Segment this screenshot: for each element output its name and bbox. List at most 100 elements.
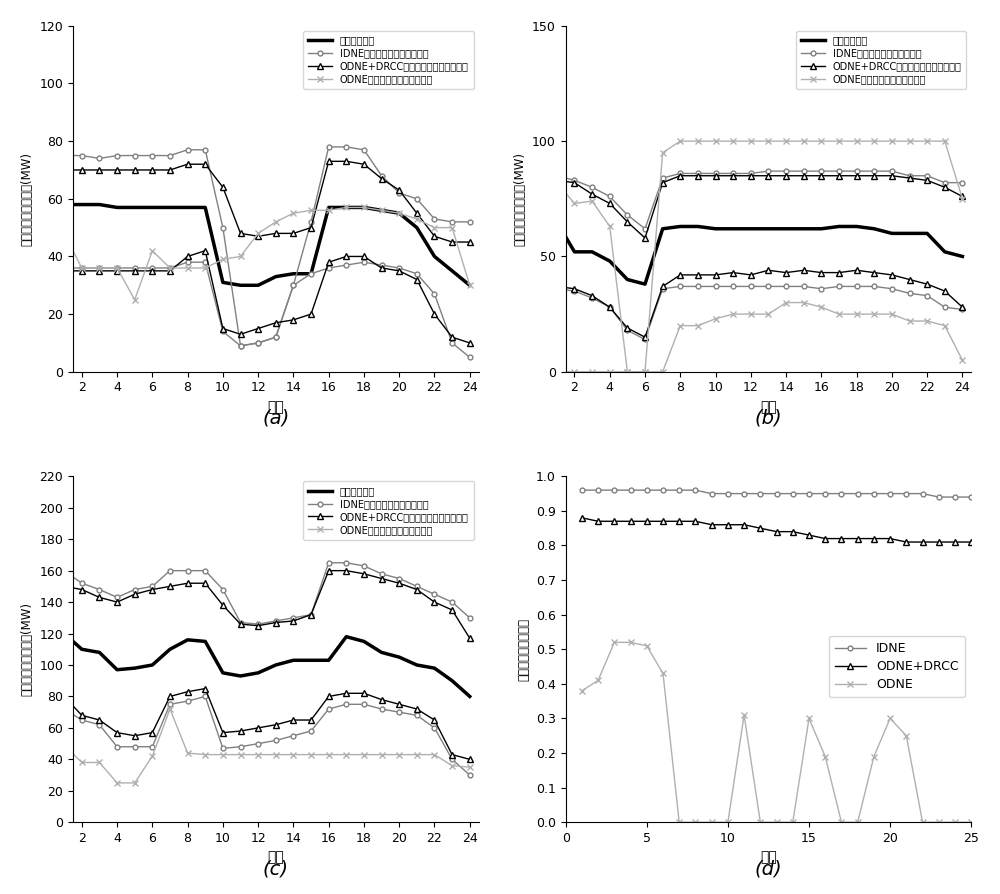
ODNE+DRCC方法可可消纳的上下边界	[340, 565, 352, 576]
ODNE+DRCC方法可可消纳的上下边界	[868, 171, 880, 181]
ODNE+DRCC方法可可消纳的上下边界	[446, 604, 458, 615]
Text: (d): (d)	[755, 859, 782, 878]
IDNE方法可可消纳的上下边界	[780, 165, 792, 176]
IDNE方法可可消纳的上下边界	[287, 280, 299, 291]
ODNE	[738, 710, 750, 721]
风电预测出力	[111, 202, 123, 213]
ODNE方法可可消纳的上下边界	[199, 749, 211, 760]
IDNE方法可可消纳的上下边界	[235, 617, 247, 628]
ODNE方法可可消纳的上下边界	[586, 196, 598, 207]
ODNE+DRCC	[754, 523, 766, 534]
IDNE方法可可消纳的上下边界	[921, 171, 933, 181]
ODNE+DRCC	[576, 512, 588, 523]
ODNE+DRCC方法可可消纳的上下边界	[621, 216, 633, 227]
ODNE+DRCC方法可可消纳的上下边界	[287, 228, 299, 239]
ODNE方法可可消纳的上下边界	[164, 704, 176, 714]
ODNE方法可可消纳的上下边界	[464, 280, 476, 291]
ODNE	[917, 817, 929, 828]
风电预测出力	[798, 224, 810, 234]
风电预测出力	[358, 636, 370, 646]
ODNE+DRCC方法可可消纳的上下边界	[393, 185, 405, 196]
Legend: 风电预测出力, IDNE方法可可消纳的上下边界, ODNE+DRCC方法可可消纳的上下边界, ODNE方法可可消纳的上下边界: 风电预测出力, IDNE方法可可消纳的上下边界, ODNE+DRCC方法可可消纳…	[303, 30, 474, 89]
Line: 风电预测出力: 风电预测出力	[64, 205, 470, 285]
ODNE+DRCC方法可可消纳的上下边界	[270, 228, 282, 239]
ODNE+DRCC方法可可消纳的上下边界	[674, 171, 686, 181]
ODNE+DRCC方法可可消纳的上下边界	[93, 592, 105, 603]
ODNE+DRCC方法可可消纳的上下边界	[217, 181, 229, 192]
ODNE+DRCC方法可可消纳的上下边界	[323, 156, 335, 166]
ODNE+DRCC方法可可消纳的上下边界	[164, 164, 176, 175]
ODNE+DRCC	[657, 516, 669, 527]
ODNE方法可可消纳的上下边界	[340, 202, 352, 213]
ODNE+DRCC方法可可消纳的上下边界	[551, 175, 563, 186]
风电预测出力	[146, 202, 158, 213]
ODNE+DRCC	[868, 533, 880, 544]
风电预测出力	[551, 216, 563, 227]
风电预测出力	[411, 660, 423, 670]
ODNE	[689, 817, 701, 828]
风电预测出力	[323, 202, 335, 213]
ODNE方法可可消纳的上下边界	[428, 749, 440, 760]
ODNE+DRCC方法可可消纳的上下边界	[146, 164, 158, 175]
风电预测出力	[745, 224, 757, 234]
风电预测出力	[252, 280, 264, 291]
Text: (c): (c)	[263, 859, 289, 878]
风电预测出力	[146, 660, 158, 670]
风电预测出力	[235, 280, 247, 291]
IDNE方法可可消纳的上下边界	[586, 181, 598, 192]
ODNE方法可可消纳的上下边界	[411, 214, 423, 224]
Y-axis label: 可再生能力消纳能力(MW): 可再生能力消纳能力(MW)	[21, 152, 34, 246]
ODNE方法可可消纳的上下边界	[376, 749, 388, 760]
ODNE方法可可消纳的上下边界	[199, 263, 211, 274]
X-axis label: 时段: 时段	[760, 400, 777, 414]
Legend: 风电预测出力, IDNE方法可可消纳的上下边界, ODNE+DRCC方法可可消纳的上下边界, ODNE方法可可消纳的上下边界: 风电预测出力, IDNE方法可可消纳的上下边界, ODNE+DRCC方法可可消纳…	[303, 481, 474, 540]
风电预测出力	[464, 691, 476, 702]
ODNE方法可可消纳的上下边界	[129, 294, 141, 305]
IDNE方法可可消纳的上下边界	[621, 209, 633, 220]
风电预测出力	[886, 228, 898, 239]
Line: ODNE方法可可消纳的上下边界: ODNE方法可可消纳的上下边界	[61, 706, 473, 786]
IDNE方法可可消纳的上下边界	[411, 193, 423, 204]
IDNE方法可可消纳的上下边界	[393, 188, 405, 198]
ODNE方法可可消纳的上下边界	[270, 216, 282, 227]
IDNE	[592, 485, 604, 495]
ODNE方法可可消纳的上下边界	[851, 136, 863, 147]
ODNE+DRCC方法可可消纳的上下边界	[93, 164, 105, 175]
ODNE	[868, 751, 880, 762]
ODNE+DRCC方法可可消纳的上下边界	[833, 171, 845, 181]
ODNE+DRCC方法可可消纳的上下边界	[568, 177, 580, 188]
IDNE方法可可消纳的上下边界	[376, 171, 388, 181]
ODNE	[625, 637, 637, 648]
风电预测出力	[129, 202, 141, 213]
ODNE+DRCC	[884, 533, 896, 544]
IDNE	[576, 485, 588, 495]
ODNE方法可可消纳的上下边界	[762, 136, 774, 147]
风电预测出力	[780, 224, 792, 234]
ODNE方法可可消纳的上下边界	[921, 136, 933, 147]
IDNE方法可可消纳的上下边界	[833, 165, 845, 176]
ODNE方法可可消纳的上下边界	[270, 749, 282, 760]
IDNE	[819, 488, 831, 499]
IDNE方法可可消纳的上下边界	[287, 612, 299, 623]
ODNE+DRCC方法可可消纳的上下边界	[586, 189, 598, 199]
ODNE方法可可消纳的上下边界	[674, 136, 686, 147]
IDNE方法可可消纳的上下边界	[252, 619, 264, 629]
风电预测出力	[586, 247, 598, 257]
ODNE方法可可消纳的上下边界	[745, 136, 757, 147]
风电预测出力	[252, 668, 264, 679]
ODNE方法可可消纳的上下边界	[710, 136, 722, 147]
ODNE	[803, 713, 815, 724]
风电预测出力	[164, 644, 176, 654]
风电预测出力	[446, 266, 458, 276]
ODNE+DRCC方法可可消纳的上下边界	[129, 164, 141, 175]
ODNE+DRCC	[771, 527, 783, 537]
ODNE	[706, 817, 718, 828]
风电预测出力	[621, 274, 633, 285]
IDNE方法可可消纳的上下边界	[76, 578, 88, 588]
IDNE	[787, 488, 799, 499]
IDNE方法可可消纳的上下边界	[111, 592, 123, 603]
Line: 风电预测出力: 风电预测出力	[64, 634, 470, 696]
ODNE	[949, 817, 961, 828]
ODNE	[852, 817, 864, 828]
IDNE	[852, 488, 864, 499]
